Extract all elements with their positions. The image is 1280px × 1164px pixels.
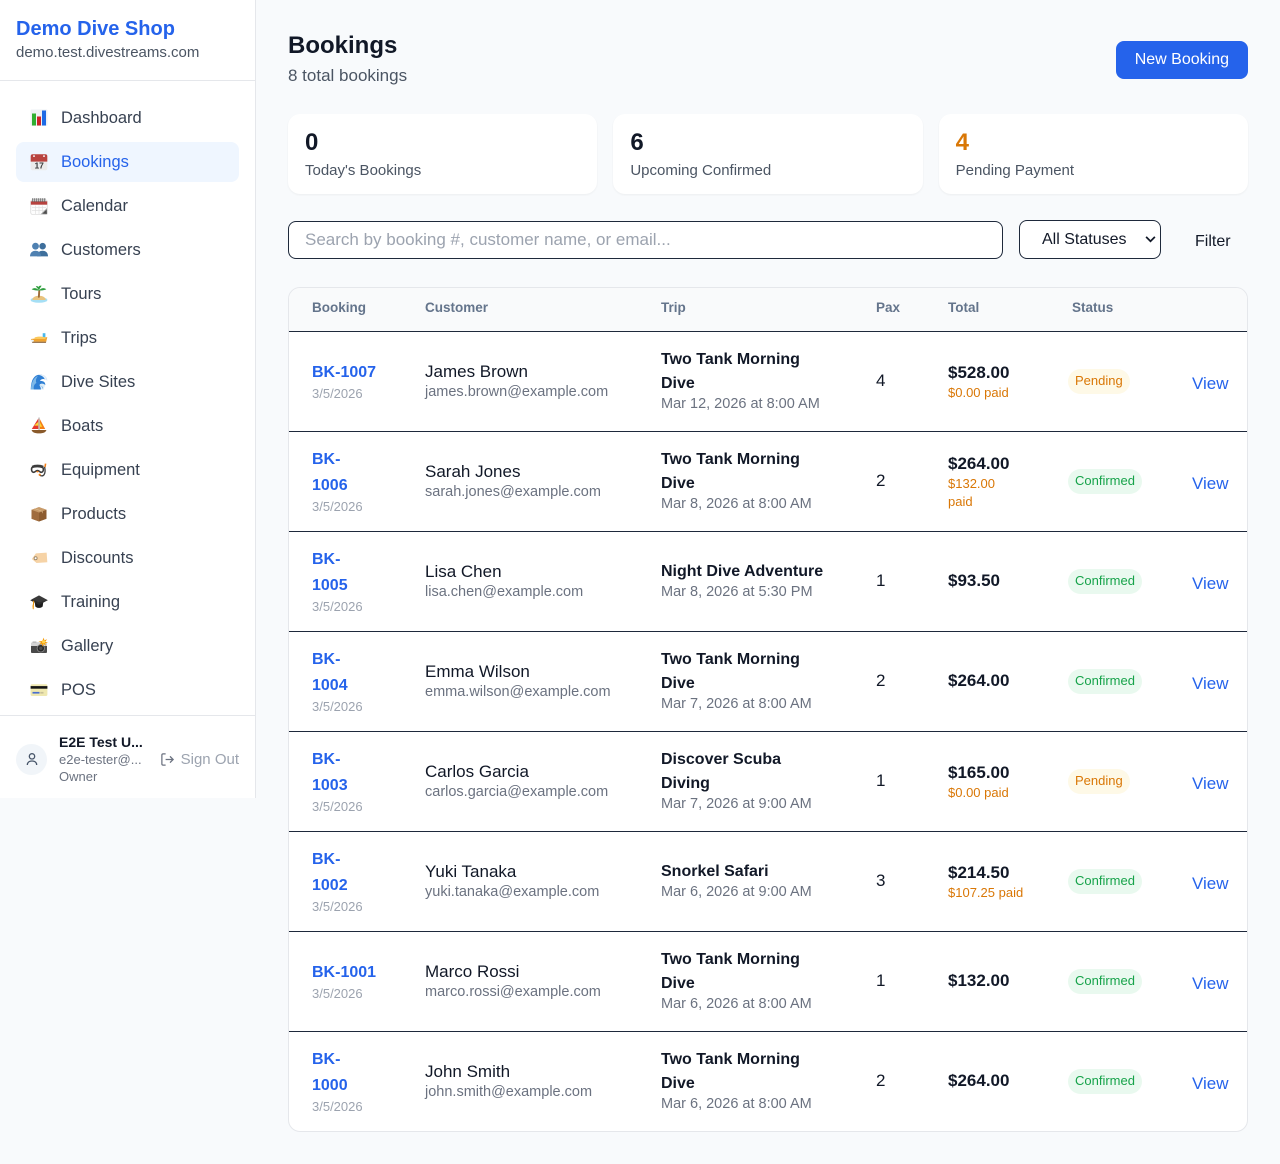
svg-text:17: 17 <box>34 161 44 171</box>
